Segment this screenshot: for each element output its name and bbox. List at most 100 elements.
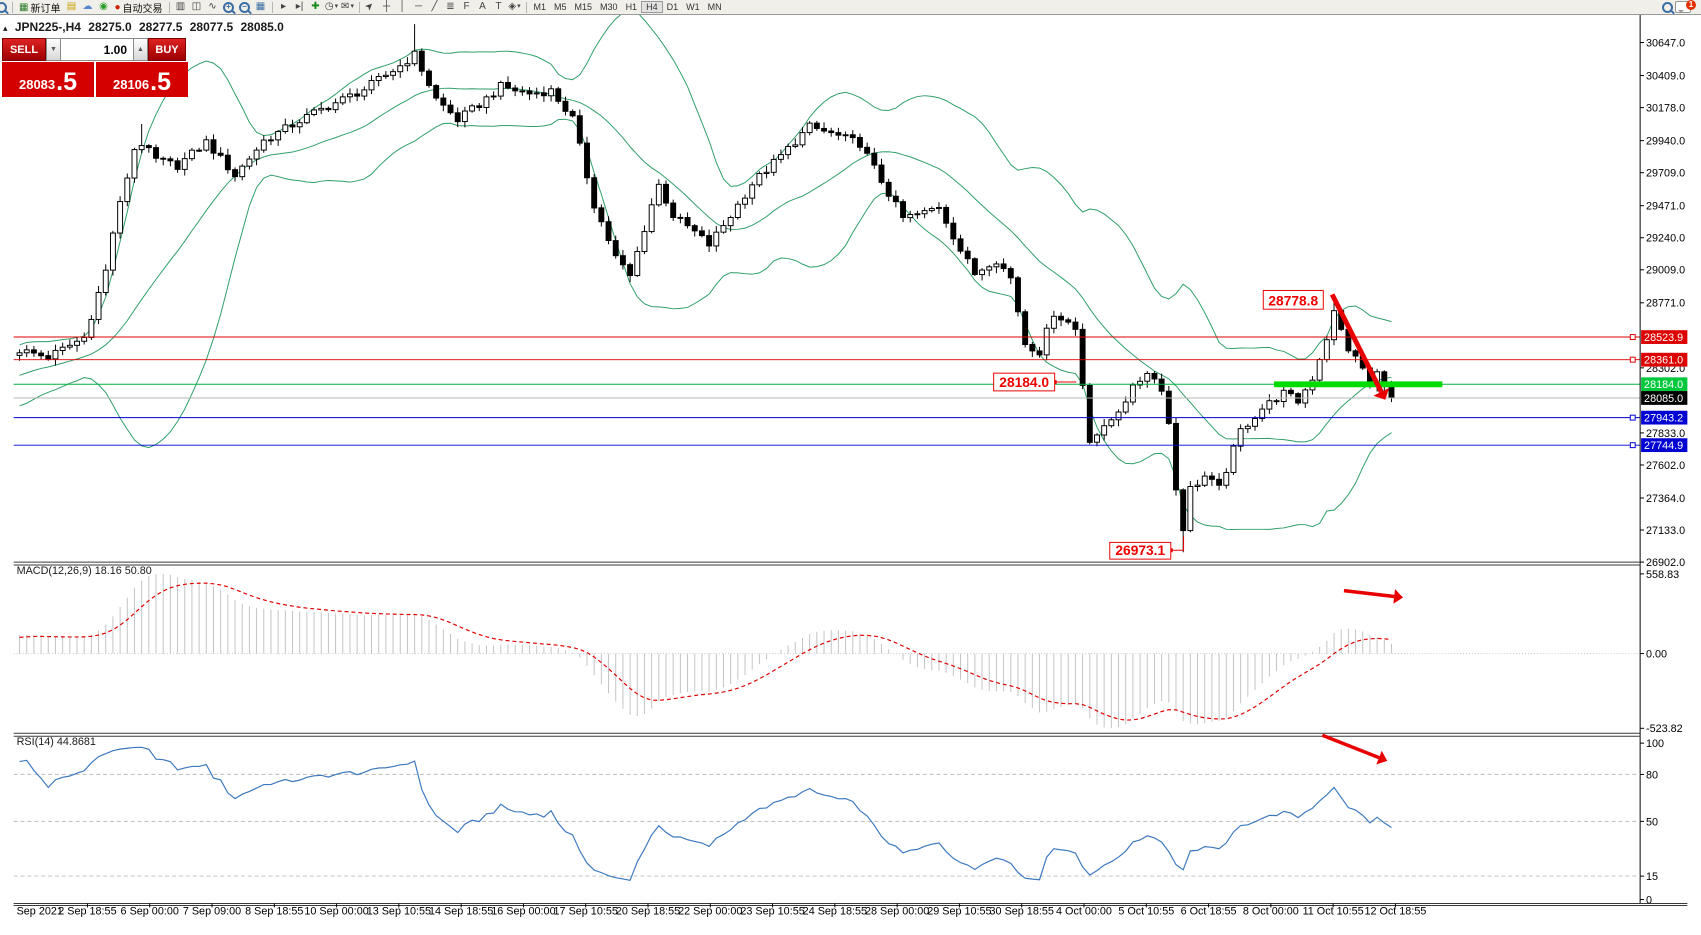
bear-candle: [569, 110, 576, 117]
price-axis-label: 27364.0: [1646, 493, 1685, 505]
chat-badge: 1: [1686, 0, 1696, 10]
zoom-in-icon[interactable]: +: [221, 1, 237, 14]
timeframe-m5-button[interactable]: M5: [554, 2, 567, 12]
timeframe-m1-button[interactable]: M1: [533, 2, 547, 12]
annotation-box[interactable]: [993, 372, 1056, 392]
arrows-icon[interactable]: ◈ ▾: [508, 1, 521, 12]
text-icon[interactable]: A: [479, 1, 486, 12]
autotrade-button[interactable]: ● 自动交易: [114, 1, 163, 15]
bull-candle: [1043, 327, 1050, 356]
new-order-button[interactable]: ▦ 新订单: [19, 1, 61, 15]
rsi-axis-label: 0: [1646, 895, 1652, 907]
text-label-icon[interactable]: T: [495, 1, 502, 12]
chart-line-icon[interactable]: ∿: [208, 1, 217, 12]
bear-candle: [153, 147, 159, 159]
trend-arrow-3[interactable]: [1321, 733, 1388, 765]
bull-candle: [303, 113, 310, 124]
horizontal-line-icon[interactable]: ─: [414, 1, 423, 12]
sell-price-display[interactable]: 28083 .5: [2, 62, 94, 97]
trend-arrow-2[interactable]: [1343, 588, 1403, 604]
bull-candle: [95, 291, 102, 320]
chat-icon[interactable]: 1: [1675, 0, 1696, 13]
tile-windows-icon[interactable]: ▦: [255, 1, 266, 12]
crosshair-icon[interactable]: ┼: [382, 1, 391, 12]
signals-icon[interactable]: ◉: [99, 1, 108, 12]
bear-candle: [612, 240, 619, 257]
bear-candle: [1273, 400, 1280, 403]
ohlc-low: 28077.5: [189, 20, 234, 34]
fibo-expansion-icon[interactable]: F: [463, 1, 470, 12]
volume-increase-button[interactable]: ▲: [133, 38, 148, 61]
annotation-box[interactable]: [1262, 290, 1324, 310]
auto-scroll-icon[interactable]: ▸: [280, 1, 287, 12]
vertical-line-icon[interactable]: │: [399, 1, 406, 12]
alert-icon[interactable]: ▤: [66, 1, 77, 12]
arrow-shaft: [1329, 293, 1384, 393]
bear-candle: [892, 195, 899, 203]
price-annotation-28778.8[interactable]: 28778.8: [1262, 290, 1324, 310]
cursor-icon[interactable]: ➤: [363, 0, 377, 14]
trendline-icon[interactable]: ╱: [431, 1, 438, 12]
line-handle[interactable]: [1629, 334, 1636, 341]
new-order-button-label: 新订单: [30, 3, 61, 15]
price-annotation-26973.1[interactable]: 26973.1: [1109, 536, 1185, 560]
line-handle[interactable]: [1629, 356, 1636, 363]
chart-svg: 30647.0 30409.0 30178.0 29940.0 29709.0 29471…: [13, 15, 1688, 917]
arrow-head: [1373, 387, 1390, 400]
chart-shift-icon[interactable]: ▸|: [295, 1, 304, 12]
bull-candle: [267, 139, 274, 142]
line-handle[interactable]: [1629, 442, 1636, 449]
community-icon[interactable]: ☁: [82, 1, 93, 12]
bear-candle: [684, 217, 691, 227]
buy-price-display[interactable]: 28106 .5: [96, 62, 188, 97]
bull-candle: [921, 210, 928, 215]
indicators-icon[interactable]: ✚: [311, 1, 320, 12]
price-axis-label: 30409.0: [1646, 71, 1685, 83]
timeframe-mn-button[interactable]: MN: [707, 2, 722, 12]
periods-icon[interactable]: ◷ ▾: [324, 1, 339, 12]
sell-price-frac: .5: [56, 68, 77, 96]
zoom-out-icon[interactable]: −: [237, 1, 253, 14]
trend-arrow-1[interactable]: [1329, 293, 1390, 400]
chart-candles-icon[interactable]: ◫: [191, 1, 202, 12]
bear-candle: [418, 50, 425, 72]
volume-decrease-button[interactable]: ▼: [46, 38, 61, 61]
price-axis-label: 29709.0: [1646, 168, 1685, 180]
collapse-panel-icon[interactable]: ▴: [3, 23, 8, 33]
date-label: 6 Oct 18:55: [1181, 905, 1237, 917]
bull-candle: [1115, 411, 1122, 421]
timeframe-h1-button[interactable]: H1: [625, 2, 638, 12]
bull-candle: [469, 105, 476, 112]
bear-candle: [440, 97, 447, 106]
volume-input[interactable]: 1.00: [61, 38, 133, 61]
bear-candle: [849, 134, 856, 139]
bull-candle: [181, 158, 188, 170]
templates-icon[interactable]: ✉ ▾: [341, 1, 354, 12]
bear-candle: [174, 160, 181, 170]
timeframe-m30-button[interactable]: M30: [600, 2, 618, 12]
search-icon[interactable]: [1659, 1, 1675, 14]
timeframe-d1-button[interactable]: D1: [666, 2, 679, 12]
fibonacci-icon[interactable]: ≣: [446, 1, 455, 12]
timeframe-m15-button[interactable]: M15: [574, 2, 593, 12]
bull-candle: [88, 318, 95, 338]
annotation-box[interactable]: [1109, 541, 1172, 560]
magnifier-cut[interactable]: [0, 1, 9, 14]
price-axis-label: 27833.0: [1646, 428, 1685, 440]
bull-candle: [1316, 358, 1323, 381]
sell-button[interactable]: SELL: [2, 38, 46, 61]
line-handle[interactable]: [1629, 414, 1636, 421]
rsi-axis-label: 15: [1646, 871, 1658, 883]
chart-bars-icon[interactable]: ▥: [175, 1, 186, 12]
price-annotation-28184.0[interactable]: 28184.0: [993, 372, 1077, 392]
arrow-head: [1376, 750, 1388, 765]
rsi-layer: [13, 746, 1641, 881]
timeframe-w1-button[interactable]: W1: [686, 2, 700, 12]
price-badge-label: 28361.0: [1644, 355, 1683, 367]
bear-candle: [160, 157, 167, 160]
bear-candle: [871, 152, 878, 166]
buy-button[interactable]: BUY: [148, 38, 186, 61]
bear-candle: [354, 93, 361, 97]
timeframe-h4-button[interactable]: H4: [641, 1, 663, 13]
date-label: 5 Oct 10:55: [1118, 905, 1174, 917]
